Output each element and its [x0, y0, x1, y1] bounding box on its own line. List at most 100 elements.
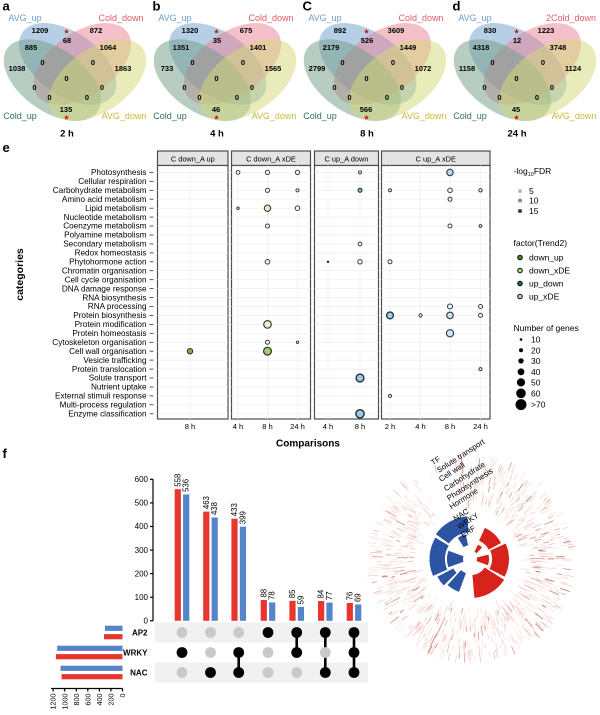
svg-text:1565: 1565 [265, 64, 282, 73]
svg-text:0: 0 [85, 93, 89, 102]
svg-text:2799: 2799 [309, 64, 326, 73]
svg-text:TF: TF [429, 454, 442, 467]
svg-text:Photosynthesis: Photosynthesis [91, 168, 147, 177]
svg-text:Cold_down: Cold_down [248, 13, 293, 23]
svg-text:NAC: NAC [130, 669, 148, 678]
svg-text:0: 0 [40, 58, 44, 67]
svg-text:0: 0 [550, 83, 554, 92]
svg-text:40: 40 [531, 367, 541, 377]
svg-text:Cell wall organisation: Cell wall organisation [69, 347, 147, 356]
svg-text:0: 0 [250, 83, 254, 92]
svg-text:68: 68 [63, 36, 71, 45]
svg-text:0: 0 [214, 74, 218, 83]
svg-text:Chromatin organisation: Chromatin organisation [62, 266, 147, 275]
svg-text:0: 0 [364, 74, 368, 83]
svg-text:0: 0 [100, 83, 104, 92]
svg-text:AP2: AP2 [132, 629, 148, 638]
svg-text:872: 872 [90, 26, 103, 35]
svg-text:C down_A up: C down_A up [171, 155, 215, 164]
svg-text:AVG_down: AVG_down [552, 111, 597, 121]
svg-text:Multi-process regulation: Multi-process regulation [60, 401, 147, 410]
svg-text:400: 400 [135, 522, 149, 531]
svg-text:526: 526 [361, 36, 374, 45]
svg-text:Cold_up: Cold_up [3, 111, 37, 121]
svg-text:1320: 1320 [182, 26, 199, 35]
svg-text:AVG_up: AVG_up [8, 13, 41, 23]
svg-text:5: 5 [529, 186, 534, 196]
svg-text:factor(Trend2): factor(Trend2) [514, 238, 568, 248]
svg-text:0: 0 [47, 93, 51, 102]
svg-text:0: 0 [482, 83, 486, 92]
svg-text:C up_A down: C up_A down [325, 155, 369, 164]
svg-text:0: 0 [32, 83, 36, 92]
svg-text:800: 800 [72, 693, 81, 705]
svg-text:200: 200 [135, 569, 149, 578]
svg-text:24 h: 24 h [290, 422, 305, 431]
svg-text:135: 135 [60, 105, 73, 114]
svg-text:0: 0 [541, 58, 545, 67]
svg-text:85: 85 [288, 589, 297, 598]
svg-text:RNA biosynthesis: RNA biosynthesis [82, 293, 146, 302]
svg-text:399: 399 [238, 511, 247, 524]
svg-text:Cell cycle organisation: Cell cycle organisation [65, 275, 147, 284]
svg-text:Redox homeostasis: Redox homeostasis [75, 249, 147, 258]
svg-text:830: 830 [484, 26, 497, 35]
svg-text:WRKY: WRKY [123, 649, 148, 658]
svg-text:24 h: 24 h [507, 129, 526, 140]
svg-text:1401: 1401 [250, 43, 267, 52]
svg-text:438: 438 [210, 502, 219, 515]
svg-text:0: 0 [535, 93, 539, 102]
svg-text:10: 10 [529, 196, 539, 206]
svg-text:463: 463 [202, 496, 211, 509]
svg-text:b: b [153, 0, 161, 14]
svg-text:88: 88 [259, 589, 268, 598]
svg-text:1000: 1000 [60, 694, 69, 710]
svg-text:600: 600 [135, 475, 149, 484]
svg-text:0: 0 [235, 93, 239, 102]
svg-text:2Cold_down: 2Cold_down [546, 13, 596, 23]
svg-text:C: C [303, 0, 313, 14]
svg-text:Amino acid metabolism: Amino acid metabolism [62, 195, 147, 204]
svg-text:RNA processing: RNA processing [88, 302, 147, 311]
svg-text:1209: 1209 [32, 26, 49, 35]
svg-text:35: 35 [213, 36, 221, 45]
svg-text:Comparisons: Comparisons [276, 439, 340, 450]
svg-text:Protein translocation: Protein translocation [72, 365, 147, 374]
svg-text:0: 0 [118, 694, 127, 698]
svg-text:0: 0 [400, 83, 404, 92]
svg-text:4 h: 4 h [323, 422, 334, 431]
svg-text:536: 536 [182, 479, 191, 492]
svg-text:400: 400 [95, 693, 104, 705]
svg-text:24 h: 24 h [473, 422, 488, 431]
svg-text:0: 0 [241, 58, 245, 67]
svg-text:76: 76 [345, 592, 354, 601]
svg-text:1200: 1200 [49, 694, 58, 710]
svg-text:down_xDE: down_xDE [529, 266, 570, 276]
svg-text:Protein biosynthesis: Protein biosynthesis [73, 311, 146, 320]
svg-text:30: 30 [531, 356, 541, 366]
svg-text:Phytohormone action: Phytohormone action [69, 258, 147, 267]
svg-text:0: 0 [332, 83, 336, 92]
svg-text:1124: 1124 [565, 64, 582, 73]
svg-text:Cold_down: Cold_down [98, 13, 143, 23]
svg-text:733: 733 [161, 64, 174, 73]
svg-text:Polyamine metabolism: Polyamine metabolism [64, 231, 147, 240]
svg-text:1863: 1863 [115, 64, 132, 73]
svg-text:d: d [453, 0, 461, 14]
svg-text:Number of genes: Number of genes [514, 323, 579, 333]
svg-text:0: 0 [391, 58, 395, 67]
svg-text:Cold_up: Cold_up [303, 111, 337, 121]
svg-text:0: 0 [182, 83, 186, 92]
svg-text:4 h: 4 h [415, 422, 426, 431]
svg-text:78: 78 [268, 591, 277, 600]
svg-text:8 h: 8 h [355, 422, 366, 431]
svg-text:Nucleotide metabolism: Nucleotide metabolism [64, 213, 147, 222]
svg-text:-log10FDR: -log10FDR [514, 166, 552, 178]
svg-text:Solute transport: Solute transport [89, 374, 148, 383]
svg-text:Vesicle trafficking: Vesicle trafficking [83, 356, 147, 365]
svg-text:600: 600 [83, 694, 92, 706]
svg-text:Nutrient uptake: Nutrient uptake [91, 383, 147, 392]
svg-text:Enzyme classification: Enzyme classification [68, 410, 147, 419]
svg-text:categories: categories [14, 248, 26, 301]
svg-text:C down_A xDE: C down_A xDE [246, 155, 296, 164]
